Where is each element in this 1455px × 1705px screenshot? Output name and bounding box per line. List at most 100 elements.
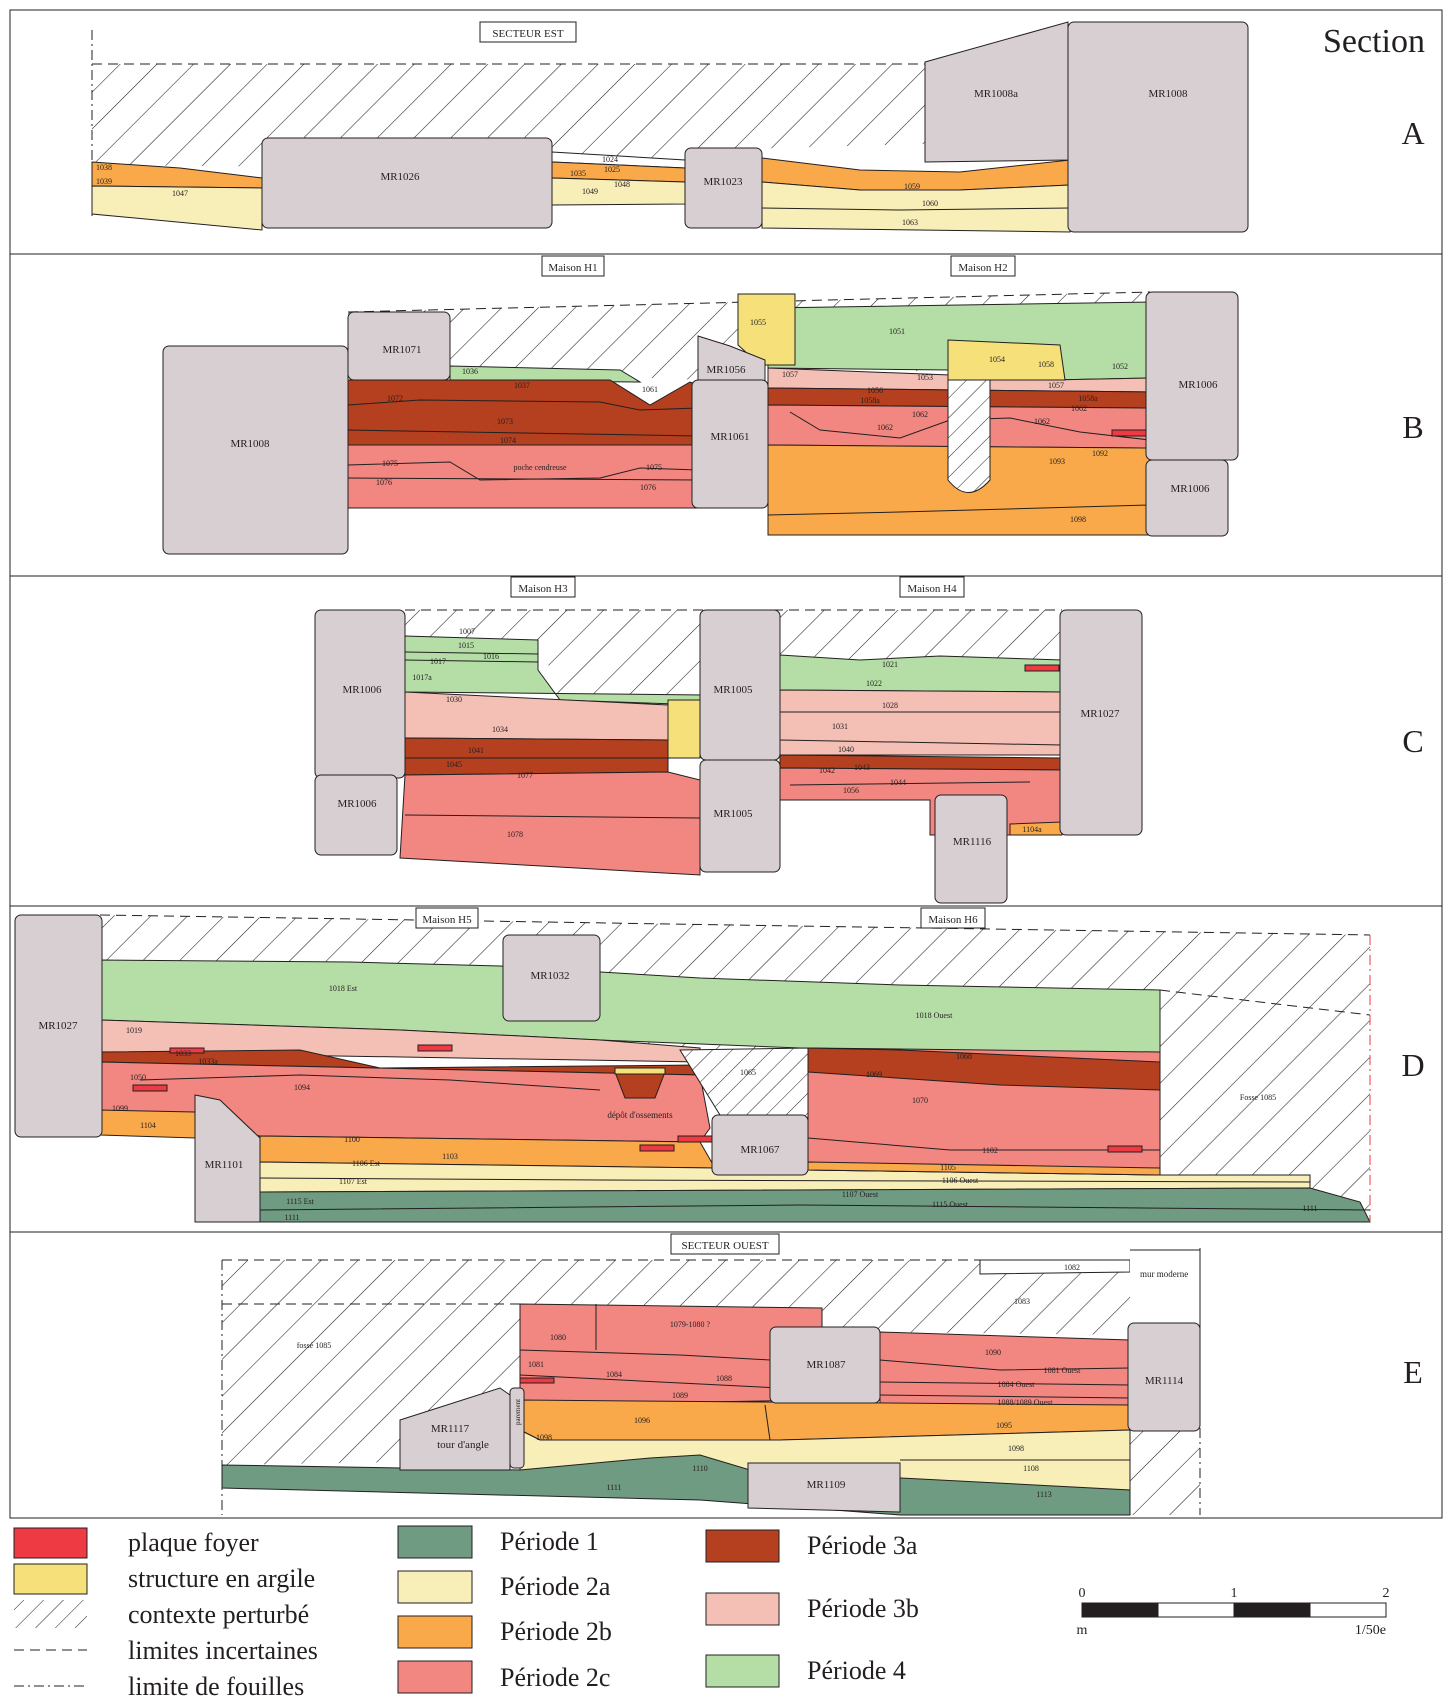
layer-label: 1031 [832,722,848,731]
layer-label: 1036 [462,367,478,376]
wall-label: MR1006 [1170,483,1210,495]
layer-label: 1019 [126,1026,142,1035]
wall-b-mr1008 [162,345,349,555]
wall-mr1071 [347,311,451,381]
layer-label: 1072 [387,394,403,403]
layer-label: 1107 Est [339,1177,368,1186]
layer-label: 1093 [1049,457,1065,466]
layer-label: 1076 [640,483,656,492]
layer-label: 1049 [582,187,598,196]
layer-label: 1099 [112,1104,128,1113]
layer-label: 1018 Ouest [916,1011,953,1020]
layer-label: 1103 [442,1152,458,1161]
wall-mr1109 [747,1462,901,1513]
hatch-swatch [14,1600,87,1628]
layer-label: 1115 Est [286,1197,314,1206]
layer-label: 1041 [468,746,484,755]
wall-label: MR1008a [974,88,1018,100]
layer-label: 1033 [175,1049,191,1058]
wall-label: MR1026 [380,171,420,183]
layer-label: 1078 [507,830,523,839]
wall-c-mr1005-lower [699,759,781,873]
wall-label: MR1027 [38,1020,78,1032]
layer-label: 1096 [634,1416,650,1425]
row-letter-a: A [1401,115,1424,151]
wall-mr1056 [697,335,766,389]
house-h3-label: Maison H3 [518,583,568,595]
layer-label: 1088/1089 Ouest [998,1398,1054,1407]
house-h1-label: Maison H1 [548,262,597,274]
period-label: Période 1 [500,1527,599,1556]
wall-mr1026 [261,137,553,229]
scale-unit: m [1077,1623,1088,1638]
layer-label: 1030 [446,695,462,704]
layer-label: 1084 [606,1370,622,1379]
layer-label: 1075 [646,463,662,472]
house-h2-label: Maison H2 [958,262,1007,274]
layer-label: 1025 [604,165,620,174]
layer-label: 1045 [446,760,462,769]
layer-label: 1048 [614,180,630,189]
layer-label: Fosse 1085 [1240,1093,1276,1102]
layer-label: 1034 [492,725,508,734]
layer-label: 1083 [1014,1297,1030,1306]
wall-label: MR1027 [1080,708,1120,720]
layer-label: fossé 1085 [297,1341,331,1350]
wall-label: MR1023 [703,176,743,188]
layer-label: 1092 [1092,449,1108,458]
layer-label: 1059 [904,182,920,191]
clay-structure-1055 [737,293,796,366]
layer-label: 1105 [940,1163,956,1172]
wall-mr1116 [934,794,1008,904]
legend-label: plaque foyer [128,1528,259,1557]
wall-label: MR1005 [713,808,753,820]
layer-label: 1074 [500,436,516,445]
period-label: Période 2b [500,1617,612,1646]
period-swatch-p4 [705,1654,780,1688]
layer-label: 1044 [890,778,906,787]
layer-label: 1057 [782,370,798,379]
layer-label: 1063 [902,218,918,227]
section-heading: Section [1323,23,1425,60]
layer-label: 1056 [843,786,859,795]
period-swatch-p3b [705,1592,780,1626]
hearth-e1 [519,1377,555,1384]
wall-b-mr1006-upper [1145,291,1239,461]
wall-label: MR1109 [807,1479,846,1491]
layer-label: 1098 [1070,515,1086,524]
period-label: Période 2a [500,1572,611,1601]
clay-structure-1054 [947,339,1066,381]
period-swatch-p2a [397,1570,473,1604]
layer-label: 1028 [882,701,898,710]
layer-label: 1061 [642,385,658,394]
hearth-d2 [132,1084,168,1092]
layer-label: 1110 [692,1464,707,1473]
wall-mr1061 [691,379,769,509]
layer-label: 1015 [458,641,474,650]
layer-label: 1106 Ouest [942,1176,979,1185]
period-swatch-p2c [397,1660,473,1694]
scale-tick-2: 2 [1383,1586,1390,1601]
row-letter-e: E [1403,1354,1423,1390]
legend: plaque foyer structure en argile context… [13,1525,919,1701]
layer-label: 1038 [96,163,112,172]
scale-tick-1: 1 [1231,1586,1238,1601]
wall-label: tour d'angle [437,1439,489,1451]
section-d [14,914,1371,1223]
wall-label: parement [514,1399,522,1425]
layer-label: 1051 [889,327,905,336]
wall-label: MR1006 [342,684,382,696]
layer-label: 1018 Est [329,984,358,993]
wall-label: MR1067 [740,1144,780,1156]
layer-label: 1082 [1064,1263,1080,1272]
period-label: Période 2c [500,1663,610,1692]
layer-label: 1039 [96,177,112,186]
hearth-d3 [639,1144,675,1152]
layer-label: 1007 [459,627,475,636]
wall-label: MR1008 [230,438,270,450]
layer-label: 1068 [956,1052,972,1061]
wall-mr1087 [769,1326,881,1404]
section-panels [9,9,1443,1519]
section-e [221,1248,1201,1516]
